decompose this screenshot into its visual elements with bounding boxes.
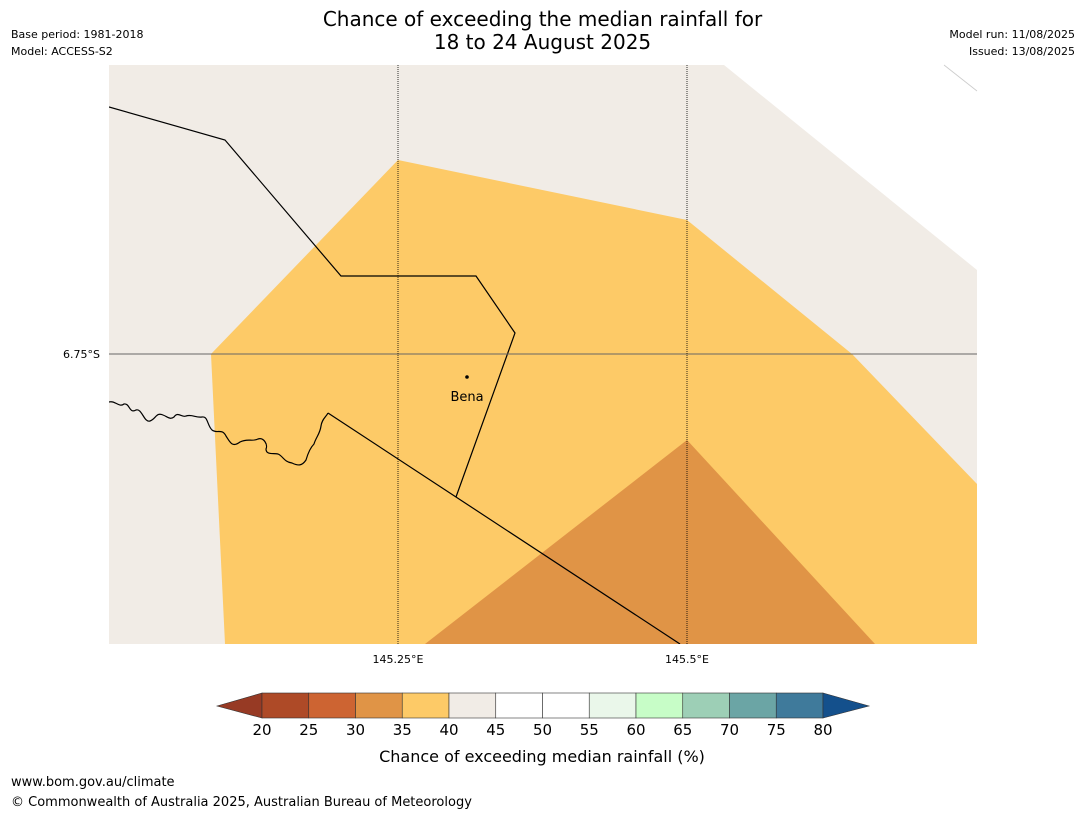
bena-marker xyxy=(465,375,469,379)
province-border-south xyxy=(327,412,681,644)
band-35-40 xyxy=(211,160,977,644)
colorbar: 20 25 30 35 40 45 50 55 60 65 70 75 80 Chance of exc… xyxy=(215,692,871,766)
colorbar-tick-50: 50 xyxy=(533,721,552,739)
lon-label-1455: 145.5°E xyxy=(665,653,709,666)
boundary-lines xyxy=(109,106,681,644)
colorbar-swatch-70-75 xyxy=(729,692,777,719)
title-line-2: 18 to 24 August 2025 xyxy=(433,30,652,54)
base-period-text: Base period: 1981-2018 xyxy=(11,28,144,41)
colorbar-tick-70: 70 xyxy=(720,721,739,739)
colorbar-tick-80: 80 xyxy=(813,721,832,739)
colorbar-low-extend xyxy=(215,692,263,719)
colorbar-tick-65: 65 xyxy=(673,721,692,739)
colorbar-swatch-60-65 xyxy=(635,692,684,719)
chart-title: Chance of exceeding the median rainfall … xyxy=(0,8,1085,54)
colorbar-tick-20: 20 xyxy=(252,721,271,739)
colorbar-tick-45: 45 xyxy=(486,721,505,739)
colorbar-swatch-65-70 xyxy=(682,692,730,719)
colorbar-swatch-35-40 xyxy=(401,692,450,719)
band-30-35 xyxy=(425,440,875,644)
colorbar-swatch-45-50 xyxy=(495,692,543,719)
colorbar-high-extend xyxy=(822,692,871,719)
colorbar-tick-40: 40 xyxy=(439,721,458,739)
colorbar-tick-30: 30 xyxy=(346,721,365,739)
colorbar-tick-60: 60 xyxy=(626,721,645,739)
map-area: Bena xyxy=(109,65,977,644)
colorbar-swatch-30-35 xyxy=(355,692,403,719)
colorbar-tick-35: 35 xyxy=(393,721,412,739)
colorbar-swatch-40-45 xyxy=(448,692,497,719)
model-run-text: Model run: 11/08/2025 xyxy=(949,28,1075,41)
corner-artifact xyxy=(943,64,978,92)
bena-label: Bena xyxy=(450,390,483,405)
model-text: Model: ACCESS-S2 xyxy=(11,45,113,58)
colorbar-tick-75: 75 xyxy=(767,721,786,739)
province-border-west xyxy=(109,401,329,466)
lon-label-14525: 145.25°E xyxy=(373,653,424,666)
issued-text: Issued: 13/08/2025 xyxy=(968,45,1075,58)
footer-url: www.bom.gov.au/climate xyxy=(11,775,175,790)
colorbar-swatch-25-30 xyxy=(308,692,356,719)
colorbar-ticks: 20 25 30 35 40 45 50 55 60 65 70 75 80 xyxy=(252,721,832,739)
colorbar-tick-25: 25 xyxy=(299,721,318,739)
meta-right: Model run: 11/08/2025 Issued: 13/08/2025 xyxy=(949,26,1075,60)
colorbar-swatch-55-60 xyxy=(588,692,637,719)
footer-copyright: © Commonwealth of Australia 2025, Austra… xyxy=(11,795,472,810)
colorbar-swatches xyxy=(261,692,824,719)
colorbar-label: Chance of exceeding median rainfall (%) xyxy=(379,747,705,766)
colorbar-tick-55: 55 xyxy=(580,721,599,739)
band-45-50 xyxy=(724,65,977,270)
title-line-1: Chance of exceeding the median rainfall … xyxy=(322,7,763,31)
colorbar-swatch-75-80 xyxy=(775,692,824,719)
lat-label: 6.75°S xyxy=(63,348,100,361)
colorbar-swatch-20-25 xyxy=(261,692,310,719)
colorbar-swatch-50-55 xyxy=(542,692,590,719)
meta-left: Base period: 1981-2018 Model: ACCESS-S2 xyxy=(11,26,143,60)
province-border-north xyxy=(109,106,516,498)
